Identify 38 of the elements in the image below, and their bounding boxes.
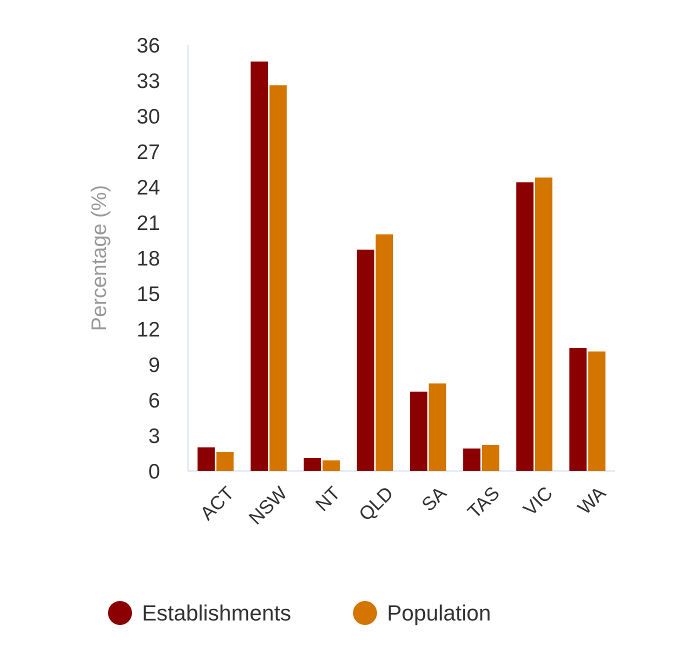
bar xyxy=(463,448,480,471)
y-tick-label: 21 xyxy=(136,212,160,235)
x-tick-label: VIC xyxy=(520,483,558,520)
bar xyxy=(569,348,587,471)
y-tick-label: 18 xyxy=(136,247,160,270)
x-tick-label: NT xyxy=(312,482,346,516)
bar xyxy=(588,351,606,471)
bar xyxy=(322,460,340,471)
bar xyxy=(356,250,374,471)
y-tick-label: 3 xyxy=(148,424,160,448)
y-tick-label: 12 xyxy=(136,318,160,342)
bar xyxy=(428,383,446,471)
bar xyxy=(304,458,322,471)
y-tick-label: 24 xyxy=(136,176,160,200)
bar xyxy=(250,62,268,471)
bar xyxy=(516,182,534,471)
y-axis-title: Percentage (%) xyxy=(88,185,111,331)
y-tick-label: 9 xyxy=(148,354,160,377)
bar xyxy=(535,178,552,471)
y-tick-label: 27 xyxy=(136,140,160,164)
legend-label: Population xyxy=(387,600,491,626)
bar xyxy=(376,234,394,471)
y-tick-label: 30 xyxy=(136,105,160,128)
x-tick-label: QLD xyxy=(355,483,398,526)
bar xyxy=(269,85,287,471)
y-tick-label: 36 xyxy=(136,34,160,58)
x-tick-label: TAS xyxy=(464,483,504,524)
y-tick-label: 6 xyxy=(148,389,160,412)
y-tick-label: 0 xyxy=(148,460,160,484)
y-tick-label: 15 xyxy=(136,282,160,306)
x-tick-label: WA xyxy=(574,482,611,520)
x-tick-label: SA xyxy=(418,482,452,516)
bar xyxy=(410,392,428,471)
bar xyxy=(198,447,215,471)
legend-label: Establishments xyxy=(142,600,292,626)
bar xyxy=(482,444,500,471)
y-tick-label: 33 xyxy=(136,70,160,93)
bar xyxy=(216,452,234,471)
